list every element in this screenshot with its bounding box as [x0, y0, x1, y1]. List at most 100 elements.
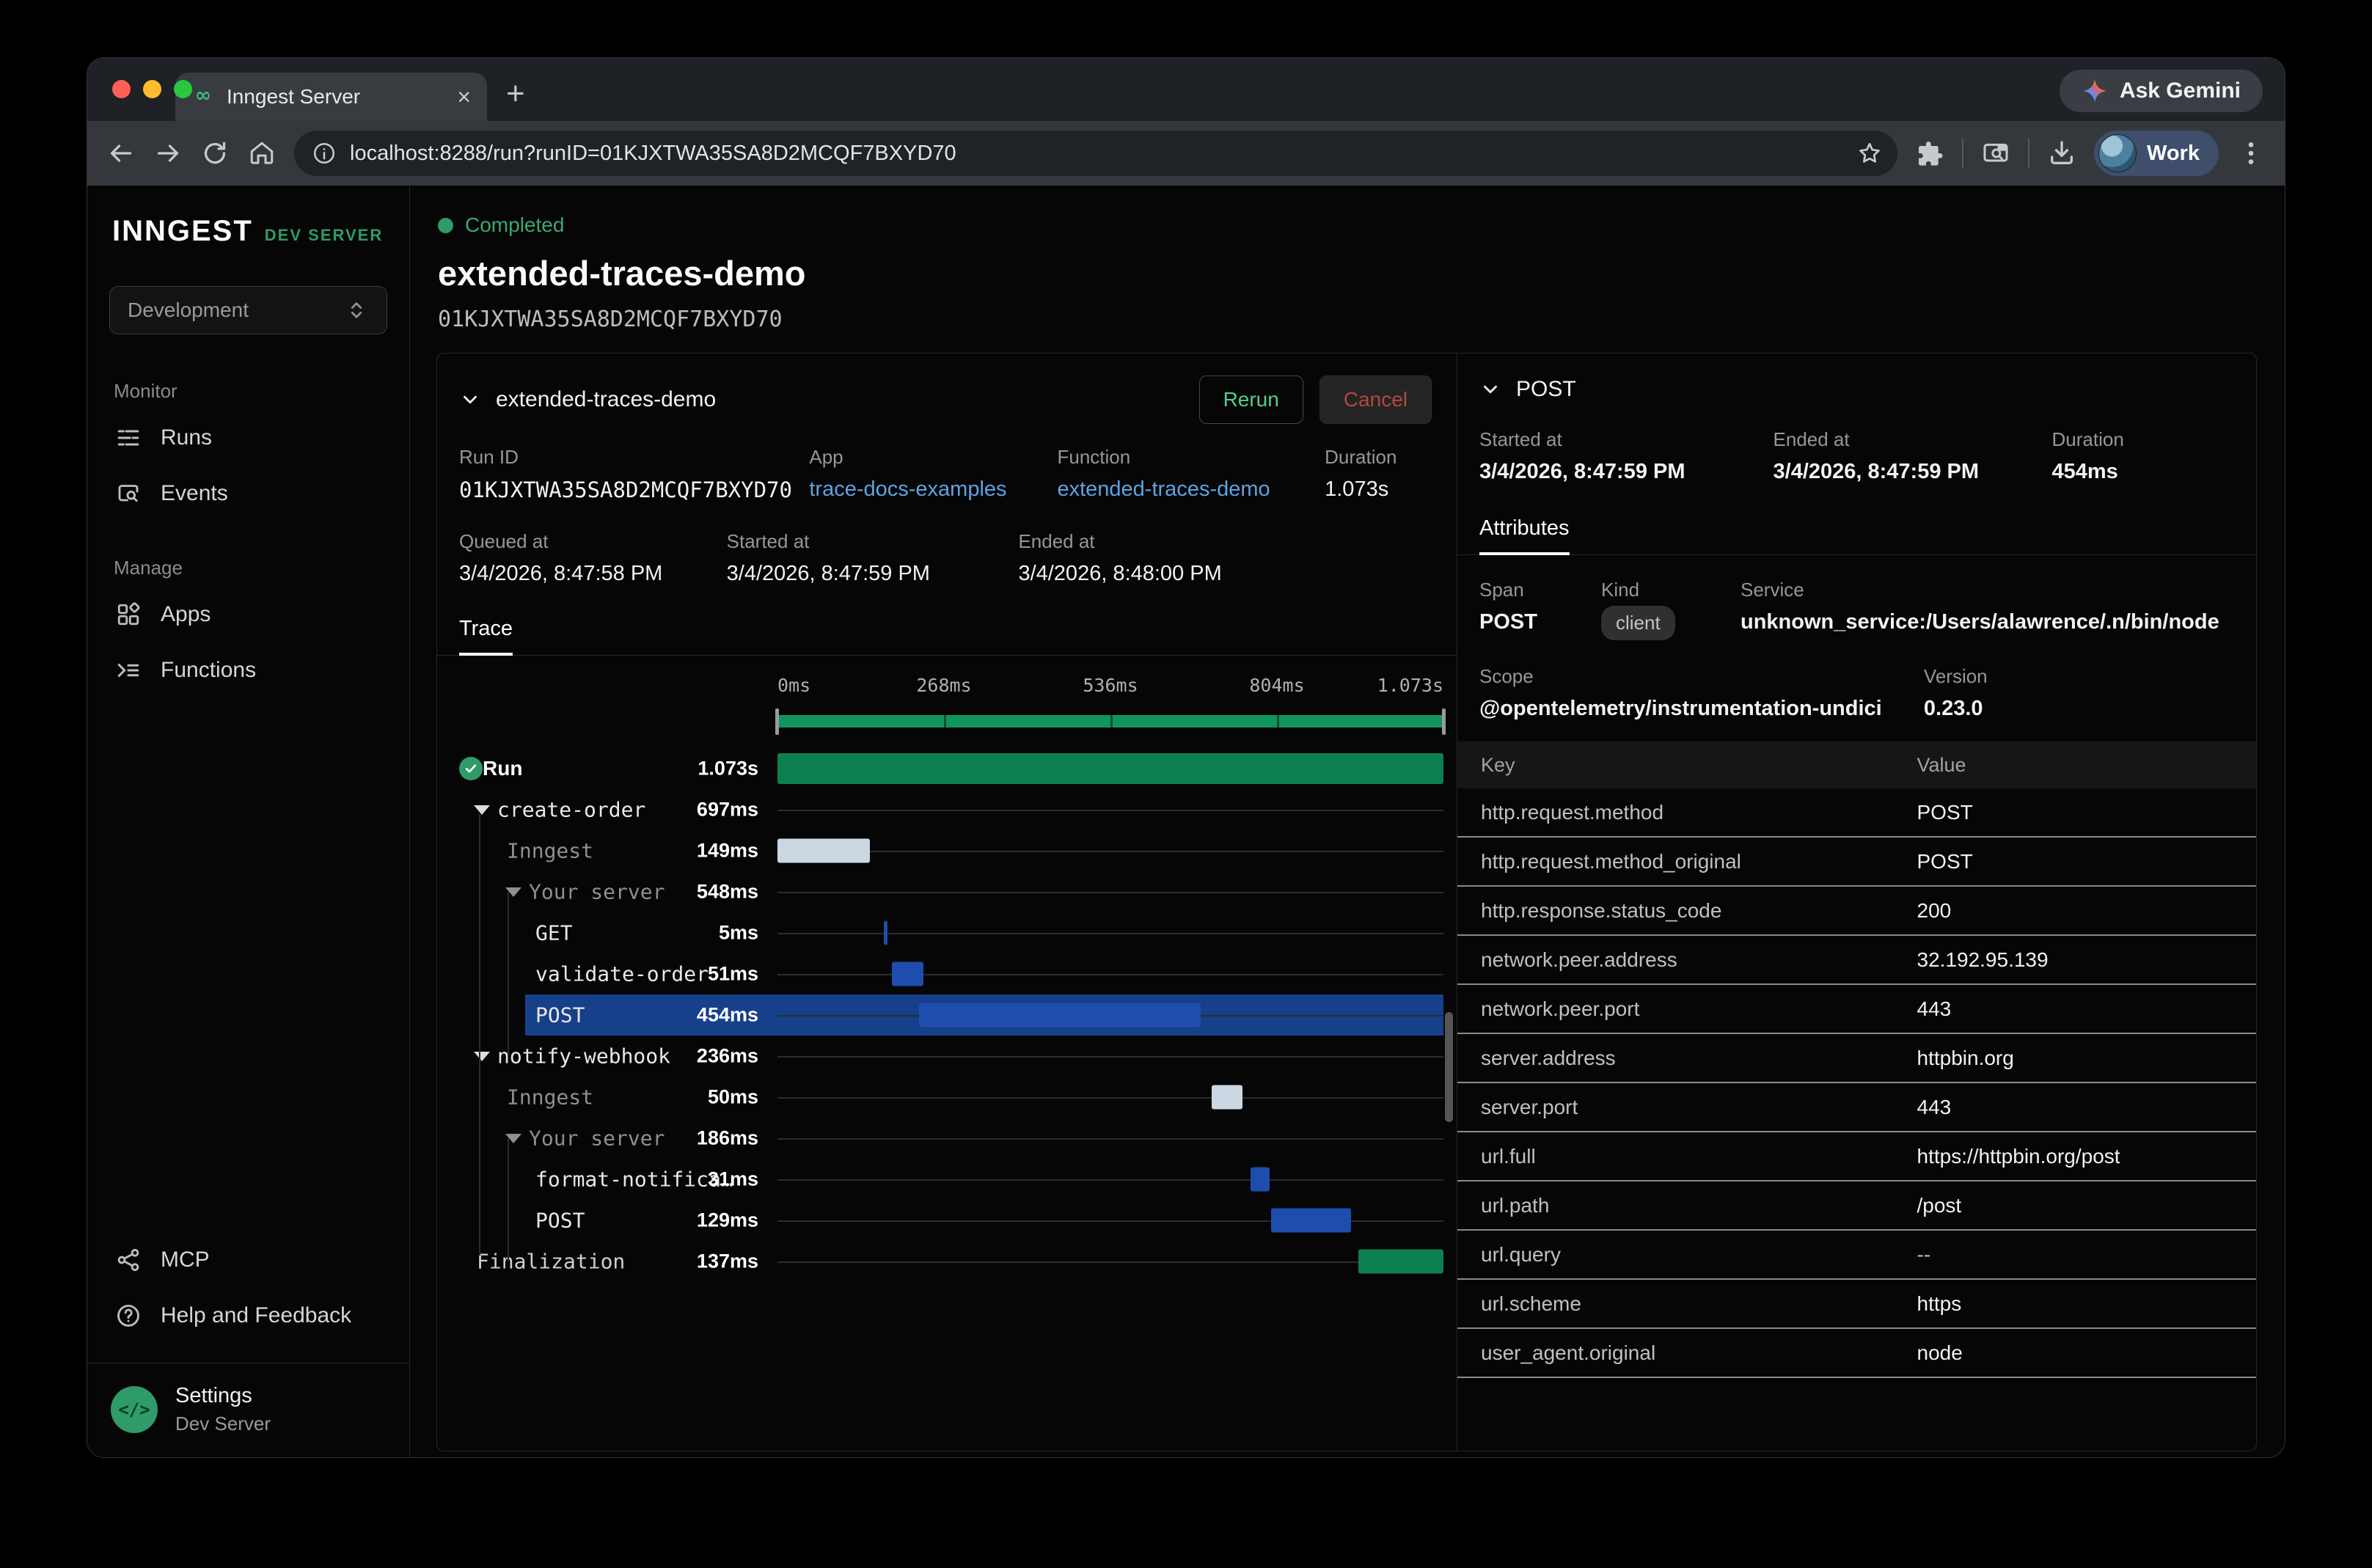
attributes-table: Key Value http.request.method POST http.re… — [1457, 741, 2256, 1378]
trace-span-row[interactable]: format-notifica… 31ms — [455, 1159, 1443, 1200]
span-duration: 149ms — [696, 839, 758, 862]
span-bar[interactable] — [1270, 1208, 1351, 1233]
sidebar-item-settings[interactable]: </> Settings Dev Server — [109, 1384, 387, 1435]
attribute-key: http.request.method_original — [1481, 849, 1741, 873]
tab-close-icon[interactable]: × — [457, 84, 471, 110]
run-name: extended-traces-demo — [496, 387, 717, 411]
inngest-favicon: ∞ — [195, 85, 211, 107]
timeline-minimap[interactable] — [775, 707, 1446, 736]
function-link[interactable]: extended-traces-demo — [1057, 477, 1270, 501]
trace-scrollbar[interactable] — [1445, 1011, 1453, 1122]
cancel-button[interactable]: Cancel — [1319, 375, 1432, 424]
minimize-window-button[interactable] — [143, 80, 161, 98]
span-duration: 50ms — [707, 1085, 758, 1108]
indent-guide — [508, 892, 509, 1056]
trace-span-row[interactable]: Finalization 137ms — [455, 1241, 1443, 1282]
track-line — [777, 974, 1443, 975]
expand-caret-icon[interactable] — [505, 887, 521, 897]
environment-select[interactable]: Development — [109, 286, 387, 334]
sidebar-item-apps[interactable]: Apps — [109, 587, 387, 642]
downloads-icon[interactable] — [2047, 139, 2076, 168]
sidebar-item-mcp[interactable]: MCP — [109, 1232, 387, 1288]
kind-badge: client — [1601, 606, 1675, 640]
browser-window: ∞ Inngest Server × + Ask Gemini localhos… — [87, 57, 2285, 1458]
attribute-row: http.request.method_original POST — [1457, 838, 2256, 887]
expand-caret-icon[interactable] — [474, 805, 490, 815]
minimap-left-handle[interactable] — [775, 708, 779, 735]
span-bar[interactable] — [777, 753, 1443, 784]
trace-span-row[interactable]: Inngest 149ms — [455, 830, 1443, 871]
trace-span-row[interactable]: Your server 186ms — [455, 1118, 1443, 1159]
new-tab-button[interactable]: + — [506, 76, 525, 111]
meta-label: App — [809, 446, 843, 468]
url-text[interactable]: localhost:8288/run?runID=01KJXTWA35SA8D2… — [350, 141, 956, 165]
tab-trace[interactable]: Trace — [459, 617, 513, 656]
attribute-value: httpbin.org — [1917, 1046, 2014, 1069]
sidebar-item-help[interactable]: Help and Feedback — [109, 1288, 387, 1344]
trace-span-row[interactable]: Your server 548ms — [455, 871, 1443, 912]
avatar — [2098, 134, 2137, 172]
rerun-button[interactable]: Rerun — [1198, 375, 1303, 424]
browser-tab[interactable]: ∞ Inngest Server × — [175, 73, 487, 121]
trace-span-row[interactable]: POST 129ms — [455, 1200, 1443, 1241]
trace-span-row[interactable]: Inngest 50ms — [455, 1077, 1443, 1118]
trace-span-row[interactable]: POST 454ms — [455, 994, 1443, 1036]
span-name: GET — [535, 920, 573, 945]
span-duration: 454ms — [696, 1003, 758, 1026]
span-bar[interactable] — [1358, 1249, 1443, 1274]
attribute-key: user_agent.original — [1481, 1341, 1656, 1364]
collapse-chevron-icon[interactable] — [459, 389, 481, 411]
search-tabs-icon[interactable] — [1981, 139, 2010, 168]
extensions-icon[interactable] — [1915, 139, 1944, 168]
span-duration: 186ms — [696, 1126, 758, 1149]
site-info-icon[interactable] — [312, 141, 337, 166]
app-link[interactable]: trace-docs-examples — [809, 477, 1007, 501]
span-bar[interactable] — [777, 838, 871, 863]
dev-server-badge: DEV SERVER — [264, 226, 384, 244]
minimap-right-handle[interactable] — [1442, 708, 1446, 735]
bookmark-star-icon[interactable] — [1856, 140, 1883, 166]
span-bar[interactable] — [918, 1003, 1201, 1027]
profile-chip[interactable]: Work — [2094, 131, 2219, 176]
reload-icon[interactable] — [200, 139, 230, 168]
ask-gemini-button[interactable]: Ask Gemini — [2059, 70, 2263, 112]
trace-span-row[interactable]: create-order 697ms — [455, 789, 1443, 830]
track-line — [777, 892, 1443, 893]
back-icon[interactable] — [106, 139, 136, 168]
span-bar[interactable] — [1211, 1085, 1242, 1110]
gemini-star-icon — [2083, 79, 2106, 103]
attributes-table-header: Key Value — [1457, 741, 2256, 788]
attribute-key: http.request.method — [1481, 800, 1664, 824]
expand-caret-icon[interactable] — [505, 1134, 521, 1143]
tab-attributes[interactable]: Attributes — [1479, 516, 1570, 555]
trace-span-row[interactable]: notify-webhook 236ms — [455, 1036, 1443, 1077]
span-bar[interactable] — [883, 920, 887, 945]
expand-caret-icon[interactable] — [474, 1052, 490, 1061]
attribute-key: url.path — [1481, 1193, 1550, 1217]
forward-icon[interactable] — [153, 139, 183, 168]
sidebar-item-runs[interactable]: Runs — [109, 410, 387, 466]
trace-span-row[interactable]: Run 1.073s — [455, 748, 1443, 789]
span-duration: 31ms — [707, 1168, 758, 1190]
sidebar-item-functions[interactable]: Functions — [109, 642, 387, 698]
menu-kebab-icon[interactable] — [2236, 139, 2266, 168]
run-id-value: 01KJXTWA35SA8D2MCQF7BXYD70 — [459, 477, 792, 502]
attribute-key: network.peer.address — [1481, 948, 1677, 971]
span-collapse-chevron-icon[interactable] — [1479, 378, 1501, 400]
track-line — [777, 1056, 1443, 1058]
events-search-icon — [118, 485, 139, 502]
span-name: Your server — [529, 879, 665, 904]
attribute-row: url.path/post — [1457, 1182, 2256, 1231]
trace-span-row[interactable]: validate-order 51ms — [455, 953, 1443, 994]
home-icon[interactable] — [247, 139, 277, 168]
sidebar-item-events[interactable]: Events — [109, 466, 387, 521]
span-bar[interactable] — [891, 961, 923, 986]
trace-span-row[interactable]: GET 5ms — [455, 912, 1443, 953]
span-bar[interactable] — [1250, 1167, 1270, 1192]
url-bar[interactable]: localhost:8288/run?runID=01KJXTWA35SA8D2… — [294, 131, 1898, 176]
tab-strip: ∞ Inngest Server × + Ask Gemini — [87, 58, 2285, 121]
zoom-window-button[interactable] — [174, 80, 192, 98]
span-name: Run — [483, 757, 523, 780]
axis-tick: 536ms — [1083, 675, 1138, 696]
close-window-button[interactable] — [112, 80, 131, 98]
